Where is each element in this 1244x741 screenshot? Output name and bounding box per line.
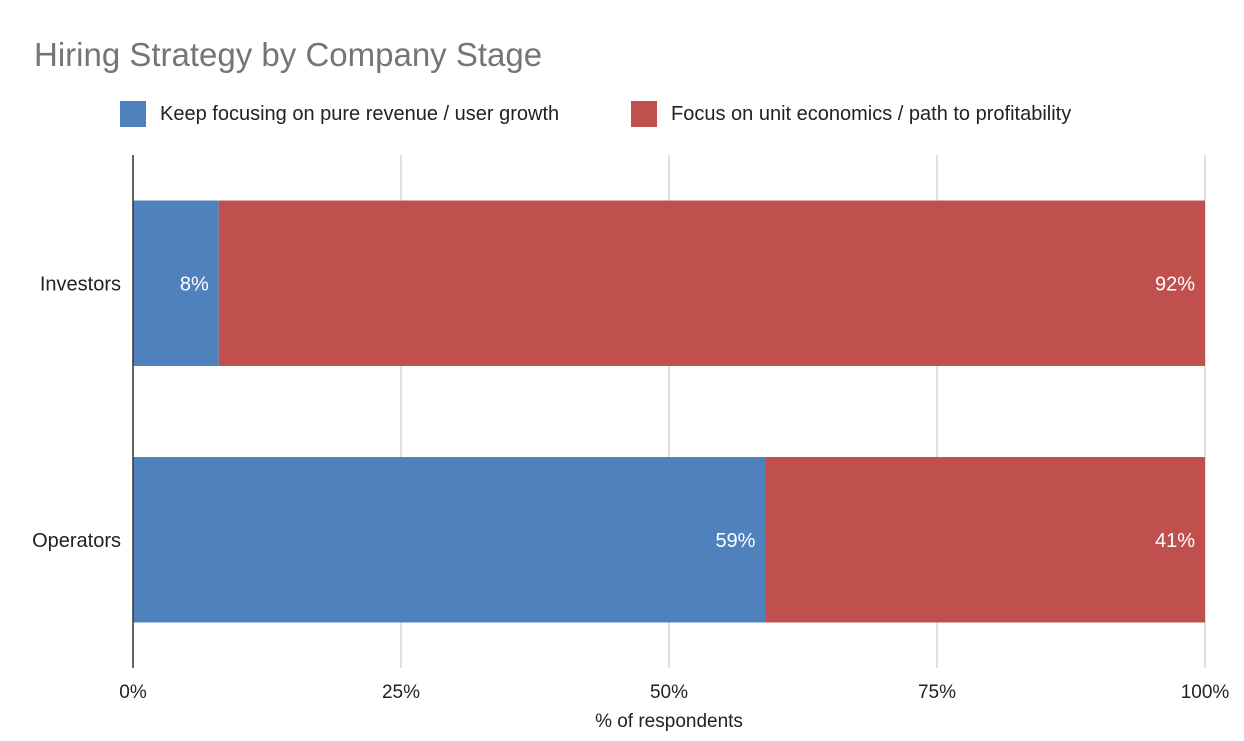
category-label: Investors — [40, 273, 121, 295]
x-tick-label: 25% — [382, 682, 420, 703]
x-tick-label: 0% — [119, 682, 147, 703]
legend-swatch-profitability — [631, 101, 657, 127]
data-labels: 8% 92% 59% 41% — [180, 273, 1195, 552]
legend-swatch-growth — [120, 101, 146, 127]
chart-title: Hiring Strategy by Company Stage — [34, 36, 543, 73]
bar-data-label: 59% — [715, 530, 755, 552]
bar-segment — [765, 457, 1205, 623]
bar-segment — [218, 200, 1205, 366]
bar-segment — [133, 457, 766, 623]
x-tick-label: 75% — [918, 682, 956, 703]
legend-label-growth: Keep focusing on pure revenue / user gro… — [160, 102, 560, 125]
axes: 0% 25% 50% 75% 100% % of respondents Investors… — [32, 155, 1229, 732]
legend-item-growth: Keep focusing on pure revenue / user gro… — [120, 100, 559, 128]
x-tick-label: 50% — [650, 682, 688, 703]
bar-segment — [133, 200, 219, 366]
bars — [133, 200, 1205, 623]
bar-data-label: 41% — [1155, 530, 1195, 552]
legend-item-profitability: Focus on unit economics / path to profit… — [631, 100, 1071, 128]
bar-data-label: 92% — [1155, 273, 1195, 295]
legend-label-profitability: Focus on unit economics / path to profit… — [671, 102, 1072, 125]
x-axis-title: % of respondents — [595, 711, 743, 732]
category-label: Operators — [32, 530, 121, 552]
x-tick-label: 100% — [1181, 682, 1230, 703]
bar-data-label: 8% — [180, 273, 209, 295]
